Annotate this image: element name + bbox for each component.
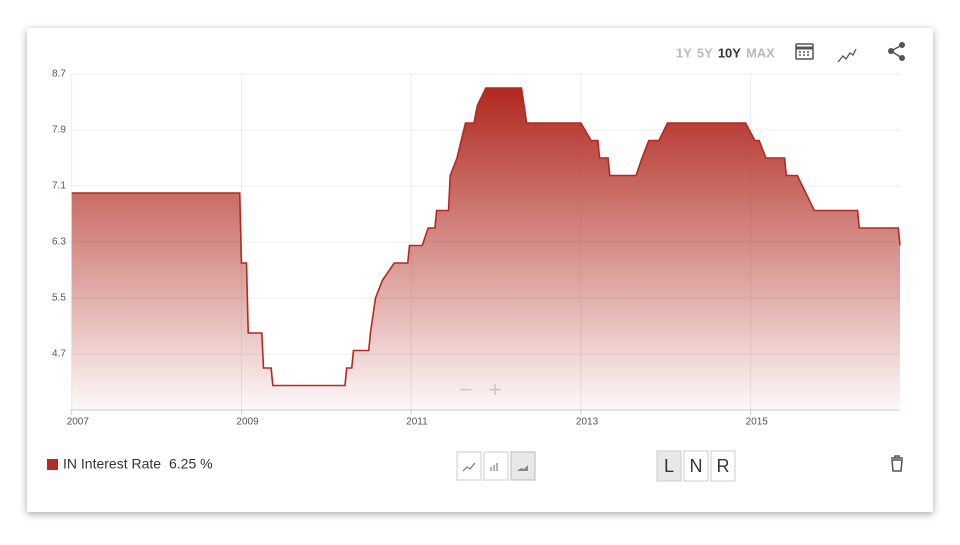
- line-type-button[interactable]: [456, 451, 482, 481]
- range-button[interactable]: 5Y: [697, 45, 713, 60]
- calendar-icon[interactable]: [795, 43, 814, 60]
- range-button[interactable]: 1Y: [676, 45, 692, 60]
- scale-button-label: N: [690, 456, 703, 476]
- area-type-button[interactable]: [510, 451, 536, 481]
- zoom-button[interactable]: +: [489, 377, 502, 402]
- y-tick-label: 4.7: [52, 349, 66, 360]
- share-icon[interactable]: [888, 42, 905, 61]
- line: [71, 87, 901, 387]
- trash-icon[interactable]: [891, 455, 903, 472]
- x-tick-label: 2015: [746, 417, 769, 428]
- x-tick-label: 2013: [576, 417, 599, 428]
- x-tick-label: 2011: [406, 417, 428, 428]
- scale-button-label: L: [664, 456, 674, 476]
- scale-button[interactable]: [656, 450, 682, 482]
- x-tick-label: 2007: [67, 417, 90, 428]
- legend-value: 6.25 %: [169, 456, 213, 472]
- plot: 4.7 5.5 6.3 7.1 7.9 8.7 2007 2009 2011 2013 2015: [52, 69, 901, 428]
- scale-button[interactable]: [683, 450, 709, 482]
- scale-button[interactable]: [710, 450, 736, 482]
- zoom-button[interactable]: −: [460, 377, 473, 402]
- bar-type-button[interactable]: [483, 451, 509, 481]
- y-tick-label: 8.7: [52, 69, 66, 80]
- area-type-icon: [517, 465, 528, 471]
- line-icon[interactable]: [837, 48, 857, 63]
- legend-swatch: [47, 459, 58, 470]
- chart-type-buttons: [456, 451, 536, 481]
- area: [71, 88, 901, 410]
- y-tick-label: 7.9: [52, 125, 66, 136]
- line-type-icon: [462, 462, 476, 472]
- y-tick-label: 5.5: [52, 293, 66, 304]
- scale-button-label: R: [717, 456, 730, 476]
- legend-label: IN Interest Rate: [63, 456, 161, 472]
- range-button[interactable]: MAX: [746, 45, 775, 60]
- x-tick-label: 2009: [236, 417, 259, 428]
- bar-type-icon: [490, 463, 498, 471]
- y-tick-label: 6.3: [52, 237, 66, 248]
- y-tick-label: 7.1: [52, 181, 66, 192]
- range-button[interactable]: 10Y: [718, 45, 741, 60]
